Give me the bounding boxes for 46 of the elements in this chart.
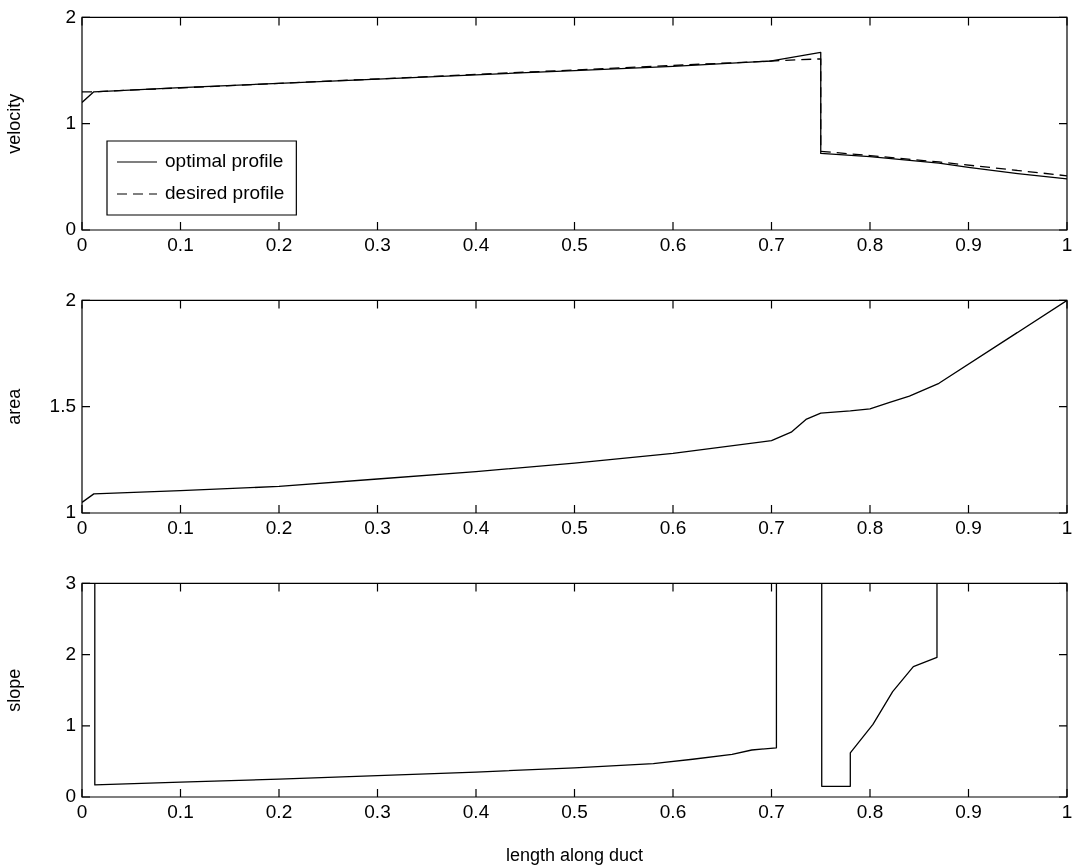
x-tick-label: 0.5 [561,233,588,255]
x-tick-label: 1 [1061,800,1073,822]
y-tick-label: 2 [65,5,76,27]
x-tick-label: 0.4 [462,233,490,255]
y-axis-title: area [3,387,24,425]
x-tick-label: 0.8 [856,233,884,255]
x-tick-label: 0.3 [364,516,391,538]
x-tick-label: 1 [1061,233,1073,255]
x-axis-title: length along duct [505,845,644,866]
y-axis-title: slope [3,668,24,712]
x-tick-label: 0.6 [659,800,687,822]
y-tick-label: 1 [65,501,76,523]
x-tick-label: 0.9 [955,516,982,538]
x-tick-label: 0.3 [364,800,391,822]
y-tick-label: 1 [65,111,76,133]
x-tick-label: 0.7 [758,233,785,255]
x-tick-label: 0.1 [167,233,194,255]
x-tick-label: 0.4 [462,800,490,822]
x-tick-label: 0.5 [561,800,588,822]
x-tick-label: 0.6 [659,233,687,255]
x-tick-label: 0.6 [659,516,687,538]
x-tick-label: 0.7 [758,800,785,822]
y-axis-title: velocity [3,93,24,154]
x-tick-label: 0.8 [856,516,884,538]
x-tick-label: 0.8 [856,800,884,822]
x-tick-label: 1 [1061,516,1073,538]
x-tick-label: 0.7 [758,516,785,538]
y-tick-label: 0 [65,218,76,240]
x-tick-label: 0.3 [364,233,391,255]
x-tick-label: 0.5 [561,516,588,538]
y-tick-label: 0 [65,785,76,807]
legend-label: optimal profile [165,150,284,172]
y-tick-label: 2 [65,288,76,310]
x-tick-label: 0.9 [955,800,982,822]
x-tick-label: 0.4 [462,516,490,538]
x-tick-label: 0.1 [167,516,194,538]
x-tick-label: 0.2 [265,516,293,538]
y-tick-label: 2 [65,642,76,664]
y-tick-label: 1.5 [49,394,76,416]
y-tick-label: 1 [65,714,76,736]
legend-label: desired profile [165,182,285,204]
x-tick-label: 0.1 [167,800,194,822]
x-tick-label: 0.2 [265,233,293,255]
x-tick-label: 0.9 [955,233,982,255]
y-tick-label: 3 [65,571,76,593]
x-tick-label: 0.2 [265,800,293,822]
